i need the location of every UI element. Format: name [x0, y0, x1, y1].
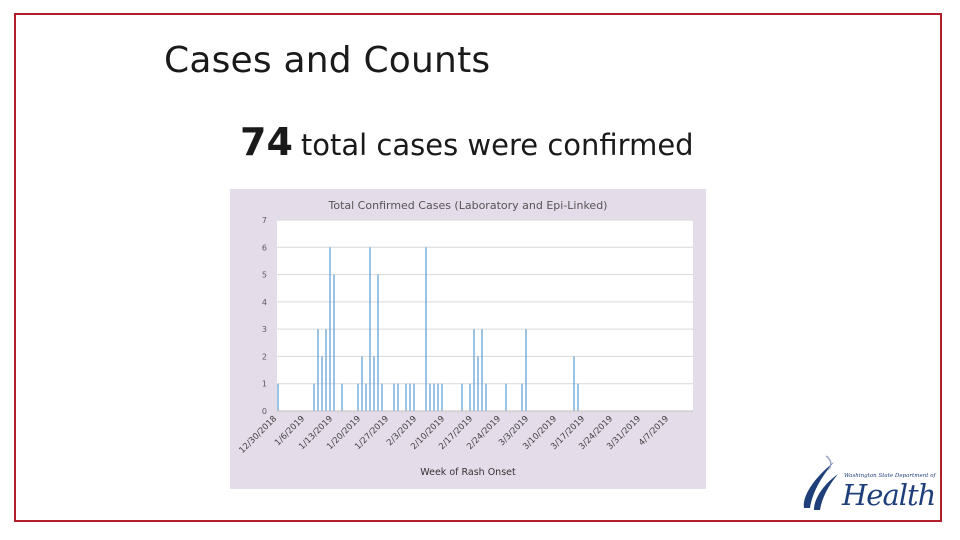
logo-brand-text: Health [842, 478, 936, 512]
y-tick-label: 4 [262, 298, 267, 307]
total-case-text: total cases were confirmed [300, 128, 694, 162]
bar [357, 383, 359, 411]
x-tick-label: 4/7/2019 [637, 414, 671, 448]
bar [317, 329, 319, 411]
y-tick-label: 0 [262, 407, 267, 416]
chart-title: Total Confirmed Cases (Laboratory and Ep… [328, 199, 608, 212]
health-department-logo: Washington State Department of Health [798, 452, 936, 514]
chart-x-axis-label: Week of Rash Onset [420, 467, 516, 478]
bar [505, 383, 507, 411]
bar [321, 356, 323, 411]
bar [441, 383, 443, 411]
y-tick-label: 6 [262, 243, 267, 252]
bar [525, 329, 527, 411]
bar [365, 383, 367, 411]
y-tick-label: 7 [262, 216, 267, 225]
bar [277, 383, 279, 411]
total-case-count: 74 [240, 120, 293, 164]
bar [433, 383, 435, 411]
bar [577, 383, 579, 411]
bar [477, 356, 479, 411]
plot-area [277, 220, 693, 411]
bar [393, 383, 395, 411]
y-tick-label: 1 [262, 380, 267, 389]
bar [425, 247, 427, 411]
y-tick-label: 2 [262, 352, 267, 361]
bar [437, 383, 439, 411]
bar [469, 383, 471, 411]
logo-org-text: Washington State Department of [844, 473, 936, 479]
bar [481, 329, 483, 411]
slide-title: Cases and Counts [164, 40, 491, 81]
bar [377, 274, 379, 411]
bar [329, 247, 331, 411]
bar [325, 329, 327, 411]
y-tick-label: 5 [262, 271, 267, 280]
bar [397, 383, 399, 411]
bar [473, 329, 475, 411]
cases-chart: 0 1 2 3 4 5 6 7 12/30/2018 1/6/2019 1/13/2019 1/20/… [230, 189, 706, 489]
bar [413, 383, 415, 411]
bar [361, 356, 363, 411]
bar [405, 383, 407, 411]
x-tick-label: 12/30/2018 [237, 414, 279, 456]
bar [573, 356, 575, 411]
case-summary: 74 total cases were confirmed [240, 120, 694, 164]
health-swoosh-icon [803, 455, 838, 510]
bar [341, 383, 343, 411]
bar [369, 247, 371, 411]
bar [333, 274, 335, 411]
y-tick-label: 3 [262, 325, 267, 334]
chart-svg: 0123456712/30/20181/6/20191/13/20191/20/… [237, 216, 693, 456]
bar [373, 356, 375, 411]
bar [429, 383, 431, 411]
bar [461, 383, 463, 411]
bar [485, 383, 487, 411]
bar [409, 383, 411, 411]
bar [381, 383, 383, 411]
bar [521, 383, 523, 411]
bar [313, 383, 315, 411]
slide-frame [14, 13, 942, 522]
